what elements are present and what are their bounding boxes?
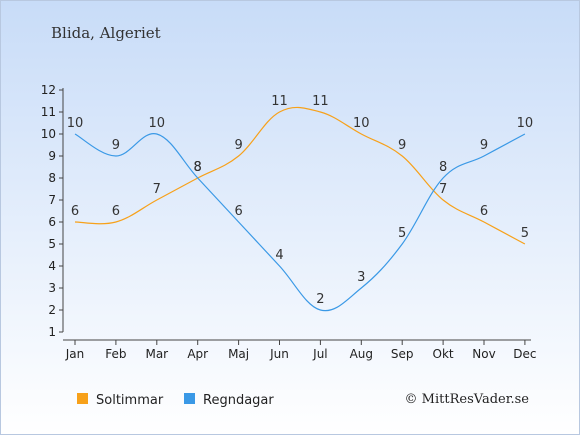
data-label: 6 [480,204,488,219]
x-tick-label: Jun [269,347,289,361]
data-label: 11 [271,94,288,109]
chart-title: Blida, Algeriet [51,24,161,42]
y-tick-label: 9 [48,149,56,163]
legend-swatch [77,393,88,404]
y-tick-label: 7 [48,193,56,207]
data-label: 9 [234,138,242,153]
x-tick-label: Feb [105,347,126,361]
data-label: 4 [275,248,283,263]
data-label: 5 [398,226,406,241]
x-tick-label: Aug [350,347,373,361]
data-label: 6 [71,204,79,219]
y-tick-label: 4 [48,259,56,273]
data-label: 2 [316,292,324,307]
legend-swatch [184,393,195,404]
data-label: 7 [153,182,161,197]
y-tick-label: 6 [48,215,56,229]
data-label: 9 [398,138,406,153]
data-label: 10 [517,116,534,131]
data-label: 3 [357,270,365,285]
data-label: 8 [439,160,447,175]
legend-label: Regndagar [203,393,274,408]
x-tick-label: Maj [228,347,249,361]
y-tick-label: 10 [41,127,56,141]
x-tick-label: Nov [472,347,495,361]
y-tick-label: 2 [48,303,56,317]
x-tick-label: Jul [312,347,327,361]
data-label: 9 [480,138,488,153]
legend-label: Soltimmar [96,393,164,408]
series-line-regndagar [74,133,526,312]
legend: Soltimmar Regndagar [77,393,274,408]
y-tick-label: 1 [48,325,56,339]
data-label: 5 [521,226,529,241]
series-line-soltimmar [74,106,526,245]
y-tick-label: 3 [48,281,56,295]
y-tick-label: 5 [48,237,56,251]
series-layer [74,106,526,312]
x-tick-label: Sep [391,347,414,361]
y-tick-label: 8 [48,171,56,185]
data-label: 8 [194,160,202,175]
data-label: 7 [439,182,447,197]
x-tick-label: Apr [187,347,208,361]
y-tick-label: 12 [41,83,56,97]
data-label: 6 [112,204,120,219]
data-label: 10 [353,116,370,131]
y-tick-label: 11 [41,105,56,119]
x-tick-label: Dec [513,347,536,361]
data-label: 10 [149,116,166,131]
credit-text: © MittResVader.se [405,392,530,407]
x-tick-label: Okt [433,347,454,361]
x-tick-label: Mar [145,347,168,361]
data-label: 8 [194,160,202,175]
data-label: 9 [112,138,120,153]
x-tick-label: Jan [65,347,85,361]
data-label: 11 [312,94,329,109]
data-label: 6 [234,204,242,219]
data-label: 10 [67,116,84,131]
